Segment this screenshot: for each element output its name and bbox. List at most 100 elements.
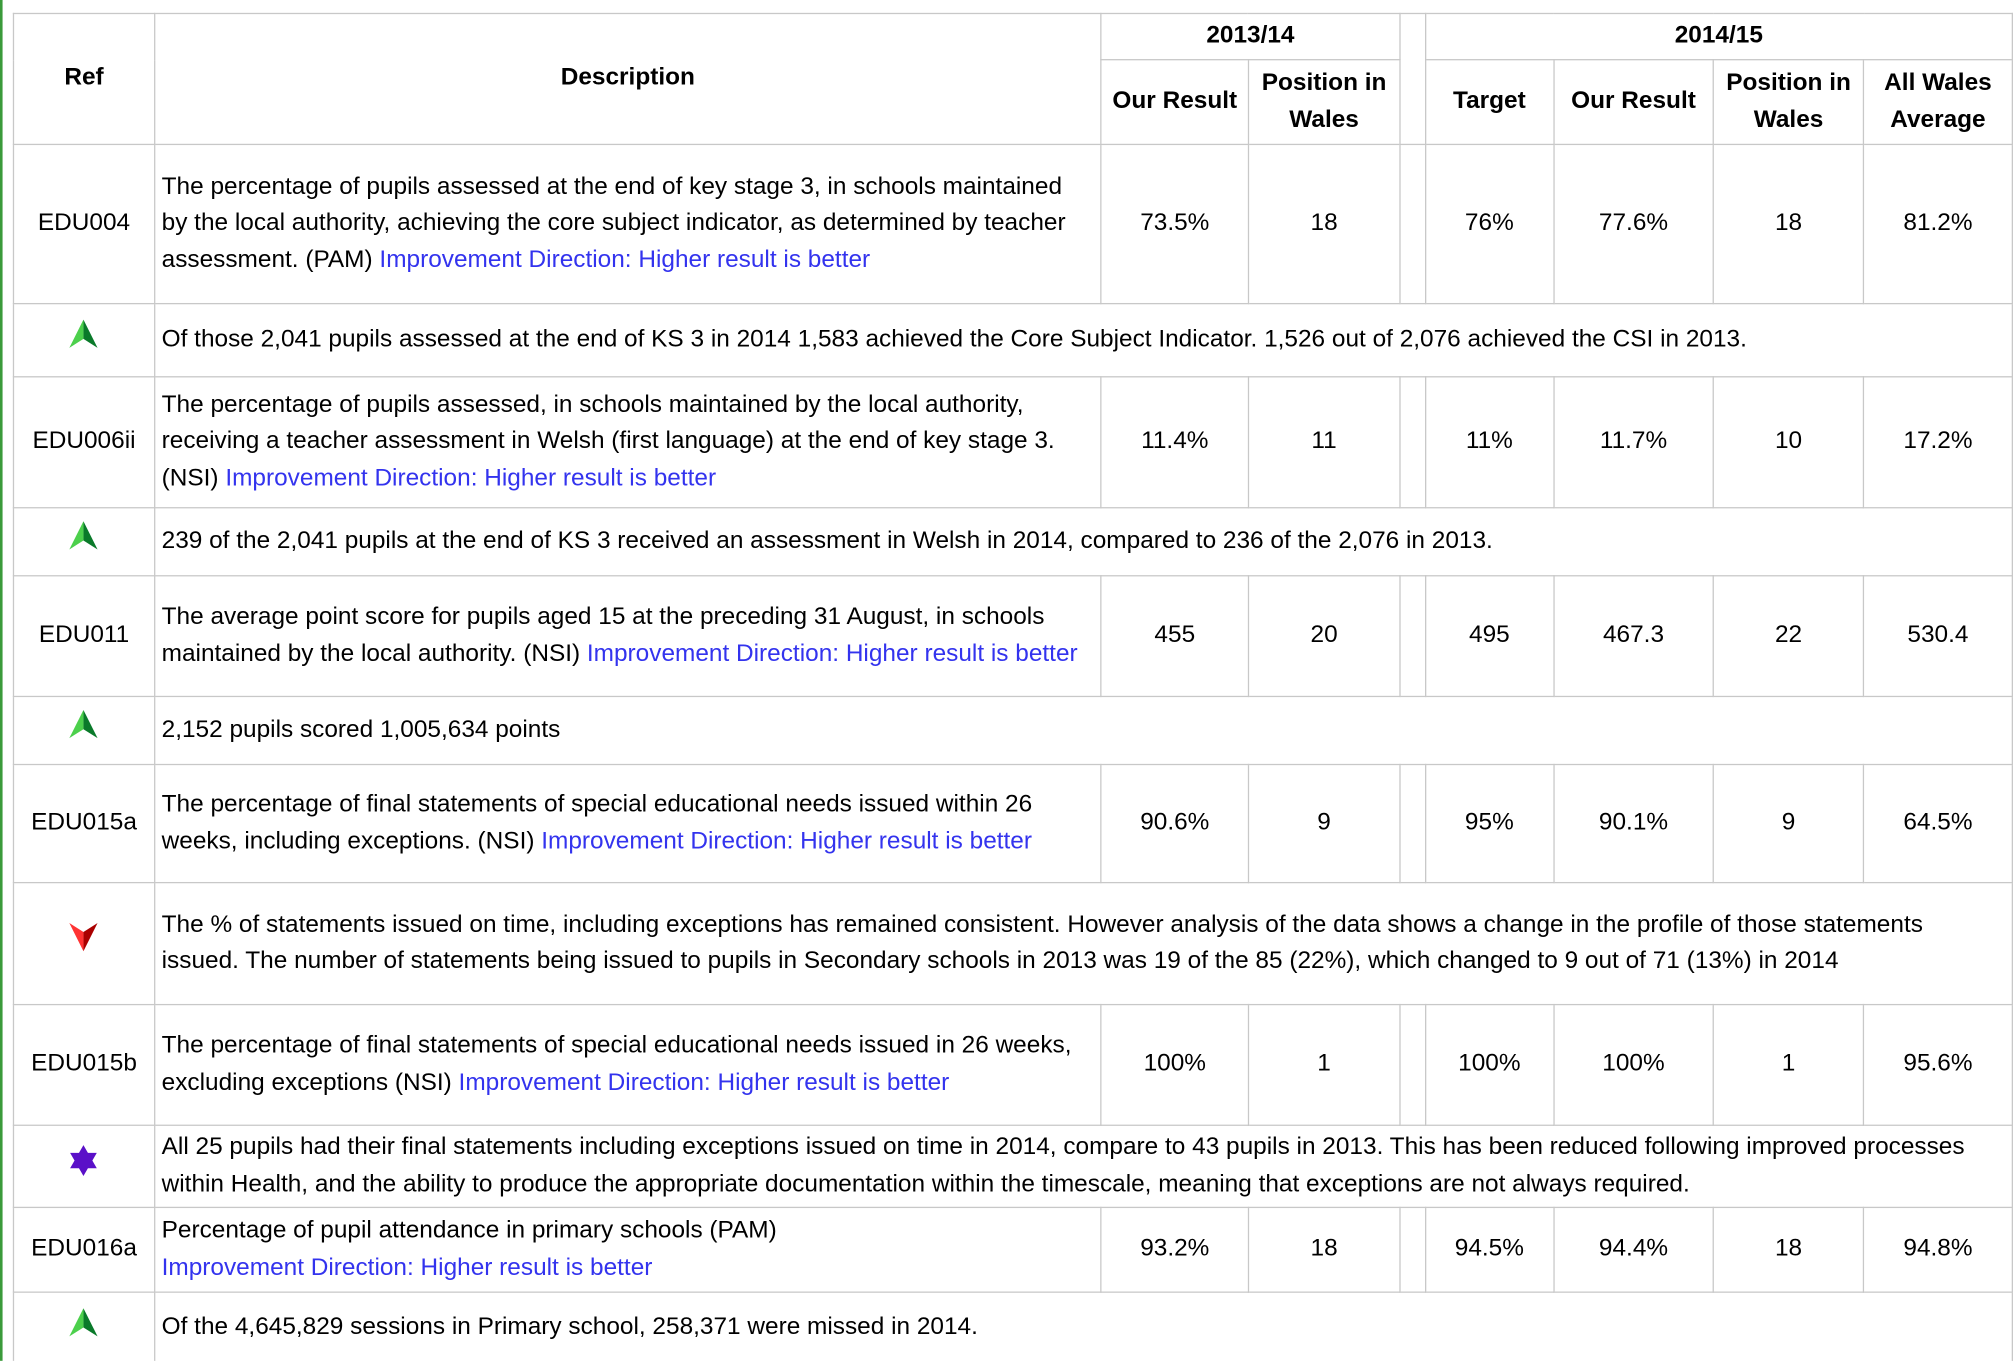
value-cell: 100% xyxy=(1100,1003,1250,1126)
value-cell: 18 xyxy=(1247,143,1401,305)
column-header: Our Result xyxy=(1552,59,1715,146)
gap xyxy=(1399,575,1426,698)
value-cell: 94.8% xyxy=(1862,1206,2013,1293)
description: The average point score for pupils aged … xyxy=(161,603,1045,667)
header-cell: Description xyxy=(153,12,1102,146)
improvement-direction: Improvement Direction: Higher result is … xyxy=(541,827,1033,855)
ref-cell: EDU004 xyxy=(12,143,156,305)
column-header: Position in Wales xyxy=(1247,59,1401,146)
trend-cell xyxy=(12,881,156,1006)
group-header: 2014/15 xyxy=(1424,12,2013,61)
data-row: EDU011 The average point score for pupils… xyxy=(12,575,2013,698)
gap xyxy=(1399,763,1426,884)
description: The percentage of final statements of sp… xyxy=(161,790,1033,855)
comment-row: The % of statements issued on time, incl… xyxy=(12,881,2013,1006)
column-header: All Wales Average xyxy=(1862,59,2013,146)
value-cell: 10 xyxy=(1712,376,1865,509)
value-cell: 11.4% xyxy=(1100,376,1250,509)
data-row: EDU015a The percentage of final statement… xyxy=(12,763,2013,884)
value-cell: 18 xyxy=(1712,1206,1865,1293)
improvement-direction: Improvement Direction: Higher result is … xyxy=(458,1068,950,1096)
trend-down-icon xyxy=(69,923,99,952)
gap xyxy=(1399,376,1426,509)
gap xyxy=(1399,143,1426,305)
value-cell: 90.6% xyxy=(1100,763,1250,884)
ref-cell: EDU015b xyxy=(12,1003,156,1126)
trend-cell xyxy=(12,1124,156,1209)
comment: 2,152 pupils scored 1,005,634 points xyxy=(153,695,2013,766)
ref-cell: EDU015a xyxy=(12,763,156,884)
description-cell: Percentage of pupil attendance in primar… xyxy=(153,1206,1102,1293)
gap xyxy=(1399,12,1426,146)
value-cell: 76% xyxy=(1424,143,1555,305)
comment: Of those 2,041 pupils assessed at the en… xyxy=(153,302,2013,378)
description: The percentage of final statements of sp… xyxy=(161,1032,1072,1096)
star-icon xyxy=(70,1144,98,1176)
ref-cell: EDU016a xyxy=(12,1206,156,1293)
trend-up-icon xyxy=(69,521,99,550)
value-cell: 11% xyxy=(1424,376,1555,509)
header-cell: Ref xyxy=(12,12,156,146)
description-cell: The average point score for pupils aged … xyxy=(153,575,1102,698)
value-cell: 9 xyxy=(1247,763,1401,884)
value-cell: 530.4 xyxy=(1862,575,2013,698)
column-header: Our Result xyxy=(1100,59,1250,146)
value-cell: 100% xyxy=(1424,1003,1555,1126)
value-cell: 90.1% xyxy=(1552,763,1715,884)
comment: Of the 4,645,829 sessions in Primary sch… xyxy=(153,1291,2013,1361)
comment-row: Of those 2,041 pupils assessed at the en… xyxy=(12,302,2013,378)
value-cell: 455 xyxy=(1100,575,1250,698)
description-cell: The percentage of final statements of sp… xyxy=(153,1003,1102,1126)
value-cell: 18 xyxy=(1247,1206,1401,1293)
value-cell: 64.5% xyxy=(1862,763,2013,884)
comment-row: 2,152 pupils scored 1,005,634 points xyxy=(12,695,2013,766)
value-cell: 95.6% xyxy=(1862,1003,2013,1126)
trend-up-icon xyxy=(69,319,99,349)
group-header: 2013/14 xyxy=(1100,12,1401,61)
description: Percentage of pupil attendance in primar… xyxy=(161,1217,777,1245)
value-cell: 467.3 xyxy=(1552,575,1715,698)
comment: All 25 pupils had their final statements… xyxy=(153,1124,2013,1209)
trend-up-icon xyxy=(69,710,99,739)
gap xyxy=(1399,1206,1426,1293)
results-table: Ref Description 2013/14 2014/15 Our Resu… xyxy=(12,12,2013,1361)
value-cell: 95% xyxy=(1424,763,1555,884)
value-cell: 17.2% xyxy=(1862,376,2013,509)
description: The percentage of pupils assessed at the… xyxy=(161,172,1066,274)
description-cell: The percentage of pupils assessed at the… xyxy=(153,143,1102,305)
trend-cell xyxy=(12,695,156,766)
value-cell: 20 xyxy=(1247,575,1401,698)
value-cell: 94.4% xyxy=(1552,1206,1715,1293)
value-cell: 77.6% xyxy=(1552,143,1715,305)
comment-row: Of the 4,645,829 sessions in Primary sch… xyxy=(12,1291,2013,1361)
trend-cell xyxy=(12,507,156,577)
gap xyxy=(1399,1003,1426,1126)
description-cell: The percentage of pupils assessed, in sc… xyxy=(153,376,1102,509)
improvement-direction: Improvement Direction: Higher result is … xyxy=(161,1253,653,1281)
data-row: EDU004 The percentage of pupils assessed … xyxy=(12,143,2013,305)
comment: The % of statements issued on time, incl… xyxy=(153,881,2013,1006)
value-cell: 81.2% xyxy=(1862,143,2013,305)
data-row: EDU016a Percentage of pupil attendance in… xyxy=(12,1206,2013,1293)
ref-cell: EDU011 xyxy=(12,575,156,698)
comment: 239 of the 2,041 pupils at the end of KS… xyxy=(153,507,2013,577)
column-header: Position in Wales xyxy=(1712,59,1865,146)
value-cell: 22 xyxy=(1712,575,1865,698)
description-cell: The percentage of final statements of sp… xyxy=(153,763,1102,884)
description: The percentage of pupils assessed, in sc… xyxy=(161,391,1055,492)
value-cell: 73.5% xyxy=(1100,143,1250,305)
value-cell: 11 xyxy=(1247,376,1401,509)
value-cell: 1 xyxy=(1247,1003,1401,1126)
value-cell: 94.5% xyxy=(1424,1206,1555,1293)
improvement-direction: Improvement Direction: Higher result is … xyxy=(225,464,717,492)
value-cell: 93.2% xyxy=(1100,1206,1250,1293)
value-cell: 18 xyxy=(1712,143,1865,305)
value-cell: 11.7% xyxy=(1552,376,1715,509)
value-cell: 100% xyxy=(1552,1003,1715,1126)
improvement-direction: Improvement Direction: Higher result is … xyxy=(586,639,1078,667)
comment-row: All 25 pupils had their final statements… xyxy=(12,1124,2013,1209)
improvement-direction: Improvement Direction: Higher result is … xyxy=(379,246,871,274)
value-cell: 9 xyxy=(1712,763,1865,884)
value-cell: 495 xyxy=(1424,575,1555,698)
